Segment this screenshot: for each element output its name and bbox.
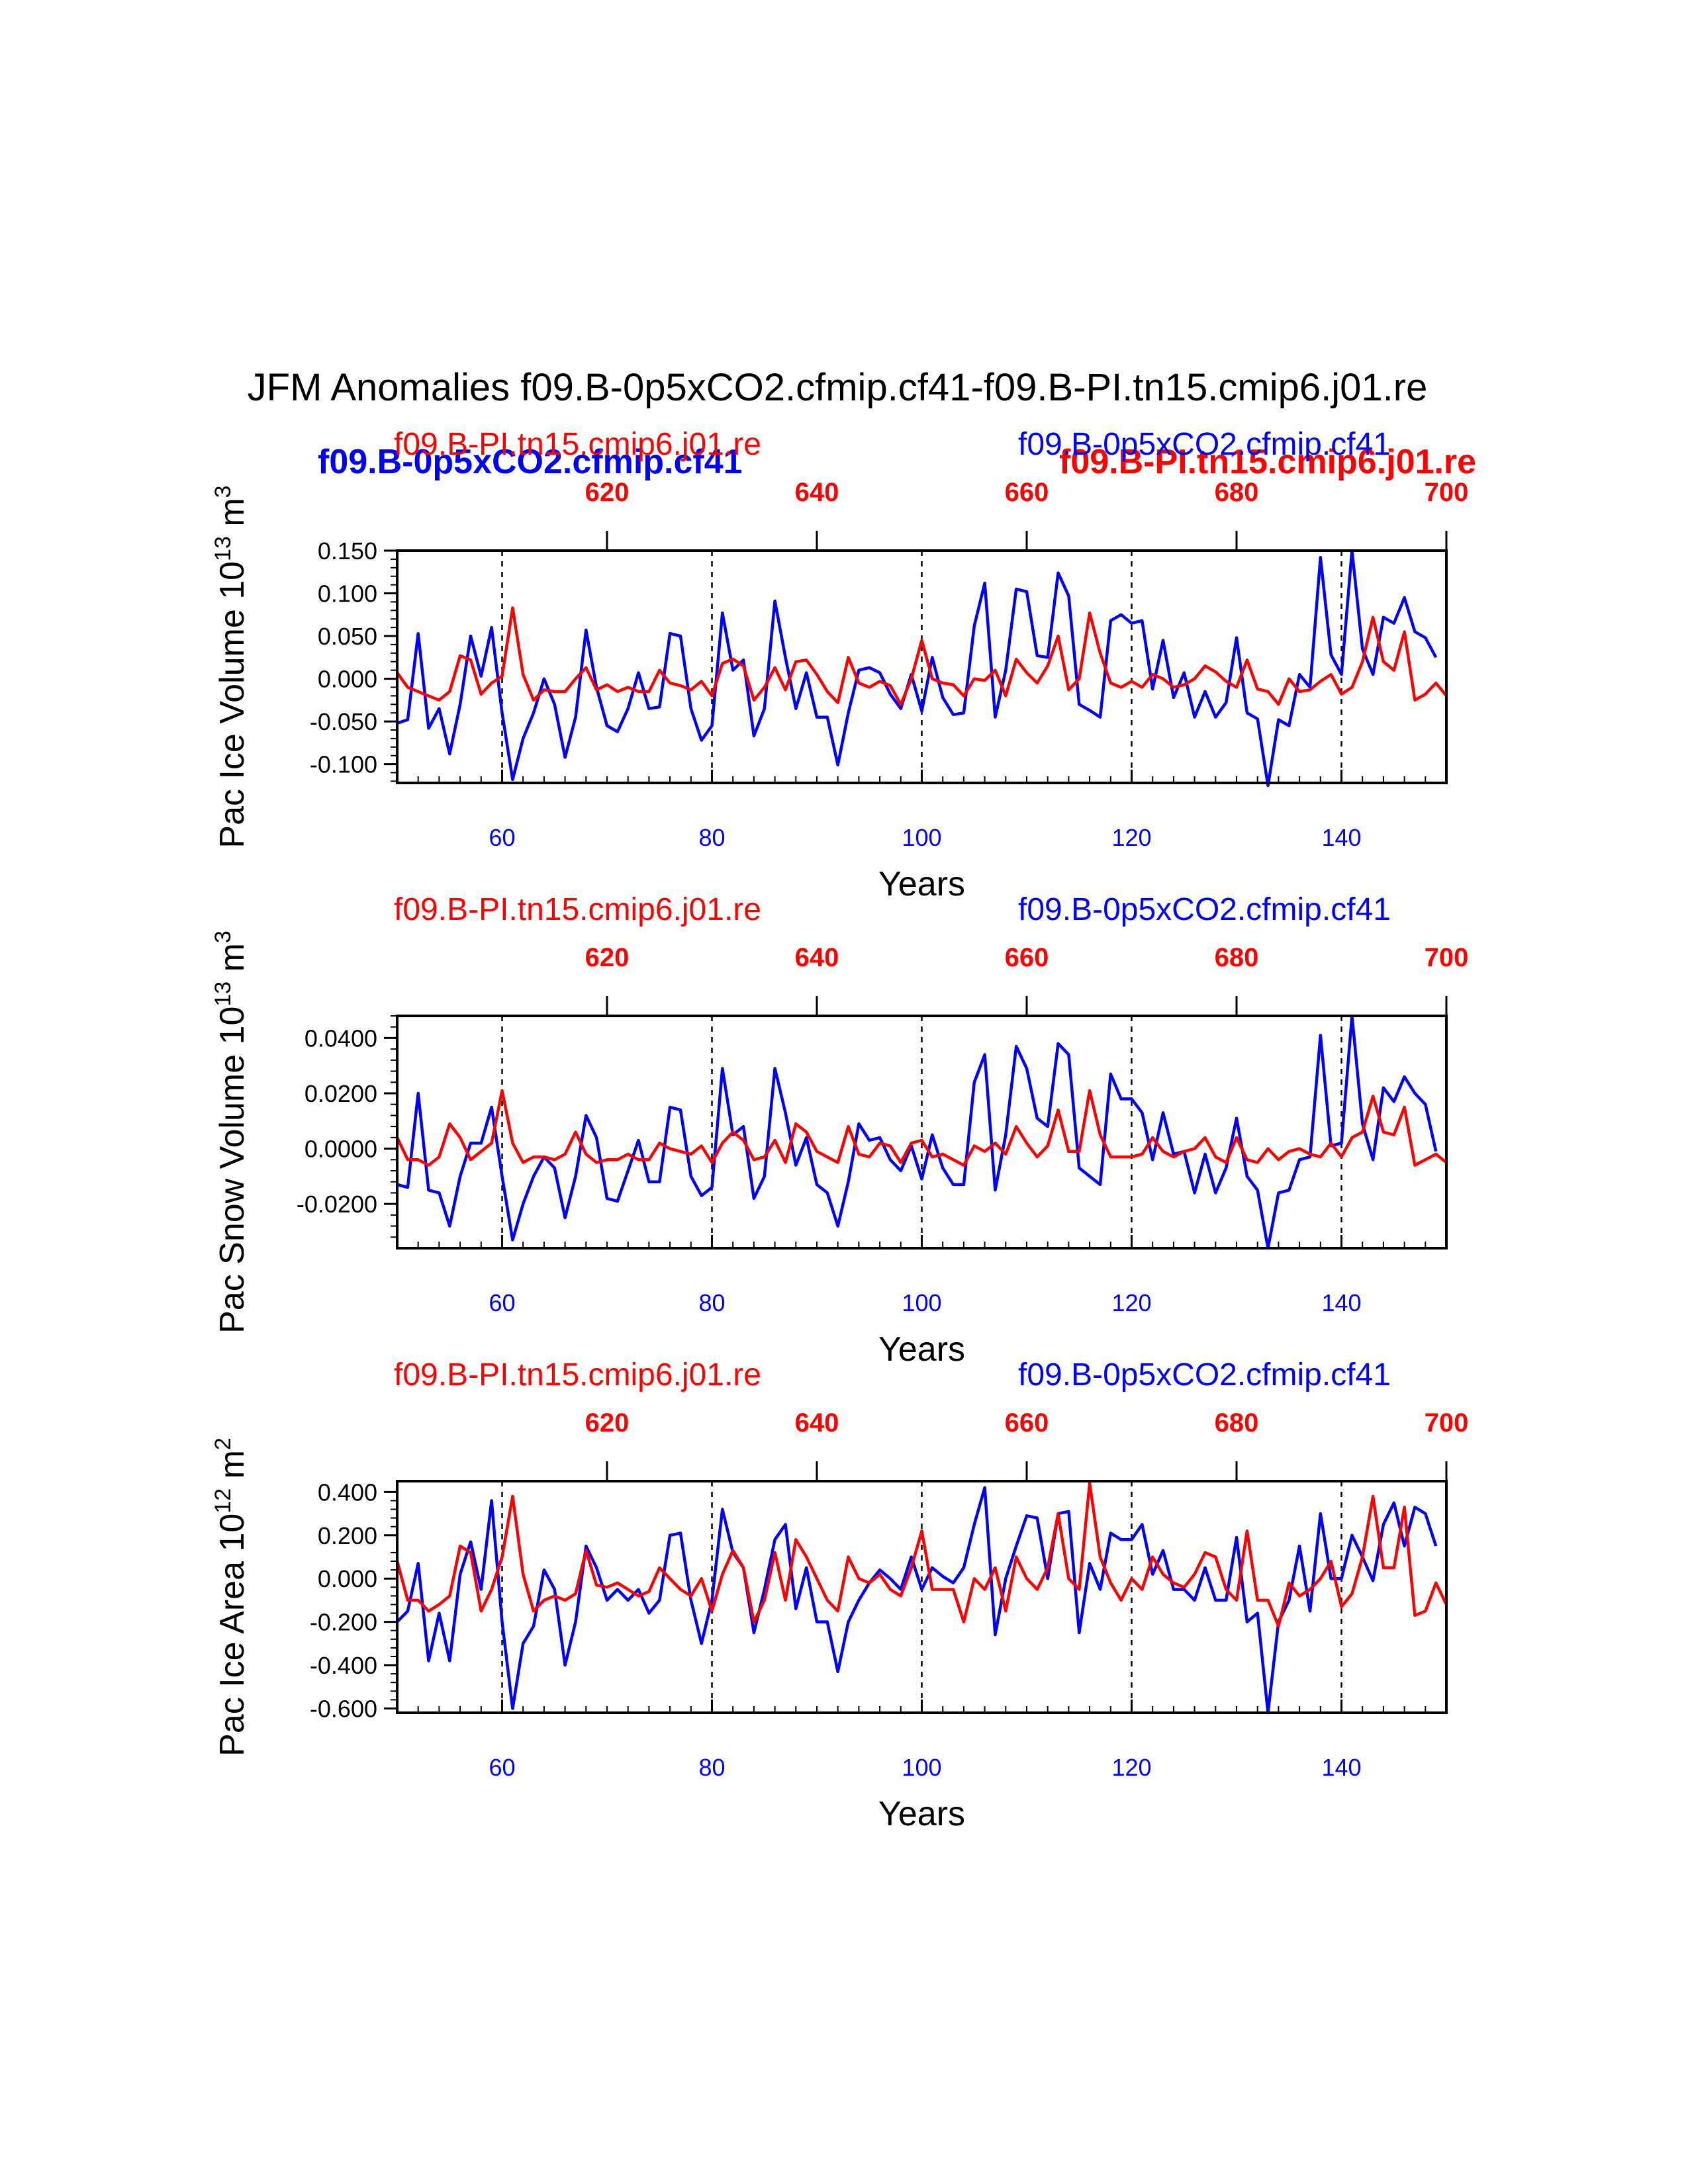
y-tick-label: -0.050	[310, 708, 377, 735]
x-tick-label: 100	[902, 1289, 941, 1316]
y-tick-label: -0.200	[310, 1609, 377, 1636]
top-x-tick-label: 640	[795, 478, 839, 507]
x-axis-title: Years	[878, 1330, 965, 1369]
y-axis-title-part: m	[213, 1450, 252, 1488]
y-tick-label: -0.0200	[297, 1191, 377, 1218]
y-tick-label: -0.600	[310, 1695, 377, 1722]
y-tick-label: 0.0200	[305, 1080, 377, 1107]
y-tick-label: 0.0000	[305, 1136, 377, 1163]
panel-1: 0.150 0.100 0.050 0.000 -0.050 -0.100 60 80 100 1…	[211, 427, 1468, 903]
run-label-control: f09.B-PI.tn15.cmip6.j01.re	[394, 427, 761, 462]
x-tick-label: 100	[902, 824, 941, 851]
x-tick-label: 80	[698, 1754, 725, 1781]
top-x-tick-label: 620	[585, 478, 630, 507]
x-tick-label: 140	[1321, 824, 1361, 851]
series-line-case	[397, 1014, 1438, 1250]
y-axis-title-exponent: 3	[211, 931, 236, 943]
x-tick-label: 100	[902, 1754, 941, 1781]
y-axis-title-exponent: 12	[211, 1488, 236, 1514]
x-tick-label: 140	[1321, 1754, 1361, 1781]
y-tick-label: 0.100	[318, 580, 377, 608]
series-line-control	[395, 1482, 1448, 1628]
y-axis-title-exponent: 2	[211, 1437, 236, 1450]
y-axis-title-part: Pac Snow Volume 10	[213, 1007, 252, 1334]
legend-label-case: f09.B-0p5xCO2.cfmip.cf41	[318, 443, 743, 481]
y-axis-title: Pac Snow Volume 1013 m3	[211, 931, 252, 1334]
y-axis-title-exponent: 13	[211, 536, 236, 561]
top-x-tick-label: 660	[1005, 1408, 1049, 1437]
y-axis-title-part: m	[213, 943, 252, 981]
y-tick-label: -0.100	[310, 751, 377, 778]
y-axis-title-part: Pac Ice Volume 10	[213, 561, 252, 848]
y-axis-title-part: m	[213, 498, 252, 536]
top-x-tick-label: 700	[1425, 478, 1469, 507]
y-tick-label: 0.050	[318, 623, 377, 650]
y-tick-label: -0.400	[310, 1652, 377, 1679]
y-axis-title-exponent: 13	[211, 981, 236, 1007]
y-axis-title: Pac Ice Volume 1013 m3	[211, 485, 252, 848]
y-tick-label: 0.000	[318, 1565, 377, 1592]
top-x-tick-label: 680	[1215, 478, 1259, 507]
x-tick-label: 60	[489, 1754, 515, 1781]
y-axis-title: Pac Ice Area 1012 m2	[211, 1437, 252, 1756]
x-tick-label: 140	[1321, 1289, 1361, 1316]
top-x-tick-label: 680	[1215, 1408, 1259, 1437]
top-x-tick-label: 640	[795, 943, 839, 972]
series-line-case	[396, 1486, 1438, 1715]
x-tick-label: 80	[698, 824, 725, 851]
x-tick-label: 120	[1111, 824, 1151, 851]
run-label-control: f09.B-PI.tn15.cmip6.j01.re	[394, 1357, 761, 1392]
run-label-case: f09.B-0p5xCO2.cfmip.cf41	[1018, 892, 1391, 927]
run-label-case: f09.B-0p5xCO2.cfmip.cf41	[1018, 1357, 1391, 1392]
top-x-tick-label: 700	[1425, 943, 1469, 972]
top-x-tick-label: 620	[585, 943, 630, 972]
run-label-control: f09.B-PI.tn15.cmip6.j01.re	[394, 892, 761, 927]
x-tick-label: 60	[489, 824, 515, 851]
y-tick-label: 0.0400	[305, 1024, 377, 1052]
run-label-case: f09.B-0p5xCO2.cfmip.cf41	[1018, 427, 1391, 462]
figure-title: JFM Anomalies f09.B-0p5xCO2.cfmip.cf41-f…	[248, 366, 1428, 409]
legend-label-control: f09.B-PI.tn15.cmip6.j01.re	[1059, 443, 1476, 481]
y-axis-title-part: Pac Ice Area 10	[213, 1514, 252, 1756]
y-tick-label: 0.200	[318, 1522, 377, 1549]
y-axis-title-exponent: 3	[211, 485, 236, 498]
x-axis-title: Years	[878, 1795, 965, 1833]
top-x-tick-label: 640	[795, 1408, 839, 1437]
y-tick-label: 0.150	[318, 537, 377, 565]
panel-2: 0.0400 0.0200 0.0000 -0.0200 60 80 100 120 140 62…	[211, 892, 1468, 1369]
x-tick-label: 120	[1111, 1754, 1151, 1781]
top-x-tick-label: 660	[1005, 478, 1049, 507]
x-tick-label: 120	[1111, 1289, 1151, 1316]
series-line-case	[397, 549, 1438, 788]
top-x-tick-label: 680	[1215, 943, 1259, 972]
x-tick-label: 60	[489, 1289, 515, 1316]
x-axis-title: Years	[878, 865, 965, 903]
series-line-control	[395, 1089, 1448, 1167]
y-tick-label: 0.400	[318, 1479, 377, 1506]
top-x-tick-label: 620	[585, 1408, 630, 1437]
y-tick-label: 0.000	[318, 666, 377, 693]
top-x-tick-label: 660	[1005, 943, 1049, 972]
panel-3: 0.400 0.200 0.000 -0.200 -0.400 -0.600 60 80 100…	[211, 1357, 1468, 1833]
top-x-tick-label: 700	[1425, 1408, 1469, 1437]
x-tick-label: 80	[698, 1289, 725, 1316]
series-line-control	[396, 606, 1448, 706]
